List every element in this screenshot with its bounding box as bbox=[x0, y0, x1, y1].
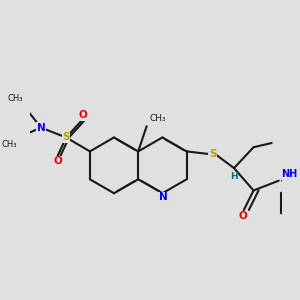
Text: H: H bbox=[230, 172, 238, 181]
Text: O: O bbox=[238, 211, 247, 221]
Text: S: S bbox=[62, 132, 70, 142]
Text: S: S bbox=[209, 149, 216, 159]
Text: CH₃: CH₃ bbox=[8, 94, 23, 103]
Text: O: O bbox=[79, 110, 87, 120]
Text: N: N bbox=[37, 123, 45, 133]
Text: NH: NH bbox=[281, 169, 297, 179]
Text: CH₃: CH₃ bbox=[2, 140, 17, 149]
Text: O: O bbox=[53, 156, 62, 166]
Text: CH₃: CH₃ bbox=[149, 114, 166, 123]
Text: N: N bbox=[159, 193, 168, 202]
